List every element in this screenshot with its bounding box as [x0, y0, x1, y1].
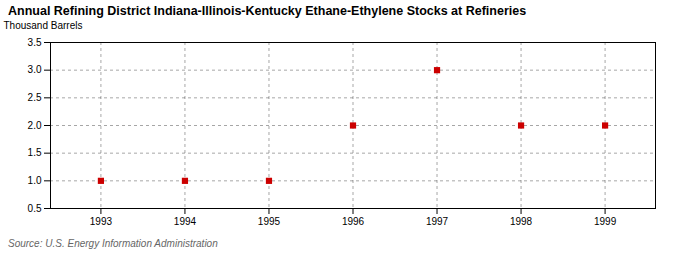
- svg-text:Thousand Barrels: Thousand Barrels: [4, 20, 83, 31]
- svg-text:1996: 1996: [342, 216, 365, 227]
- svg-text:3.5: 3.5: [28, 37, 42, 48]
- svg-text:1994: 1994: [174, 216, 197, 227]
- svg-text:2.5: 2.5: [28, 92, 42, 103]
- svg-text:1.5: 1.5: [28, 147, 42, 158]
- svg-text:1998: 1998: [510, 216, 533, 227]
- svg-text:1993: 1993: [90, 216, 113, 227]
- html-text:Annual Refining District India: Annual Refining District Indiana-Illinoi…: [8, 4, 527, 18]
- svg-text:3.0: 3.0: [28, 64, 42, 75]
- svg-text:1995: 1995: [258, 216, 281, 227]
- svg-text:2.0: 2.0: [28, 120, 42, 131]
- svg-text:1997: 1997: [426, 216, 449, 227]
- svg-text:0.5: 0.5: [28, 203, 42, 214]
- svg-text:1.0: 1.0: [28, 175, 42, 186]
- svg-text:1999: 1999: [594, 216, 617, 227]
- html-text:Source: U.S. Energy Informatio: Source: U.S. Energy Information Administ…: [8, 238, 218, 249]
